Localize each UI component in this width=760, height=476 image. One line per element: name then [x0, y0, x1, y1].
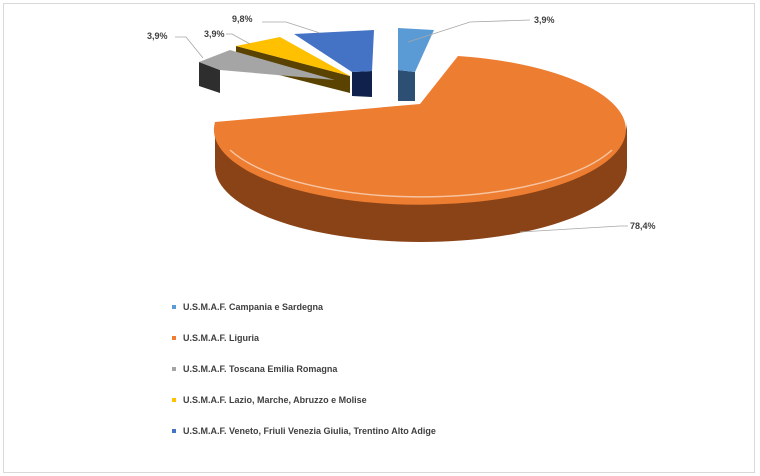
legend-swatch: [172, 398, 176, 402]
data-label-lazio: 3,9%: [204, 29, 225, 39]
legend-item: U.S.M.A.F. Lazio, Marche, Abruzzo e Moli…: [172, 390, 592, 410]
legend-label: U.S.M.A.F. Lazio, Marche, Abruzzo e Moli…: [183, 395, 367, 405]
legend-label: U.S.M.A.F. Veneto, Friuli Venezia Giulia…: [183, 426, 436, 436]
slice-lazio-marche-abruzzo-molise: [236, 37, 350, 76]
leader-line-liguria: [519, 225, 628, 233]
leader-line-veneto: [262, 21, 321, 34]
legend-item: U.S.M.A.F. Veneto, Friuli Venezia Giulia…: [172, 421, 592, 441]
legend-swatch: [172, 429, 176, 433]
slice-side-veneto: [352, 71, 372, 97]
legend-label: U.S.M.A.F. Liguria: [183, 333, 260, 343]
data-label-veneto: 9,8%: [232, 14, 253, 24]
legend: U.S.M.A.F. Campania e Sardegna U.S.M.A.F…: [172, 297, 592, 452]
slice-side-campania: [398, 70, 415, 101]
legend-item: U.S.M.A.F. Toscana Emilia Romagna: [172, 359, 592, 379]
slice-liguria-highlight: [229, 149, 613, 198]
slice-campania-sardegna: [398, 28, 434, 72]
legend-swatch: [172, 305, 176, 309]
legend-item: U.S.M.A.F. Campania e Sardegna: [172, 297, 592, 317]
leader-line-lazio: [226, 33, 251, 45]
legend-swatch: [172, 367, 176, 371]
data-label-campania: 3,9%: [534, 15, 555, 25]
legend-label: U.S.M.A.F. Toscana Emilia Romagna: [183, 364, 338, 374]
leader-line-campania: [407, 19, 531, 43]
slice-toscana-emilia-romagna: [199, 50, 335, 80]
slice-side-liguria: [215, 122, 627, 242]
slice-liguria: [213, 56, 626, 205]
legend-swatch: [172, 336, 176, 340]
leader-line-toscana: [175, 36, 204, 59]
slice-side-toscana: [199, 62, 220, 93]
data-label-liguria: 78,4%: [630, 221, 656, 231]
slice-veneto-friuli-trentino: [294, 30, 374, 72]
data-label-toscana: 3,9%: [147, 31, 168, 41]
legend-item: U.S.M.A.F. Liguria: [172, 328, 592, 348]
legend-label: U.S.M.A.F. Campania e Sardegna: [183, 302, 324, 312]
